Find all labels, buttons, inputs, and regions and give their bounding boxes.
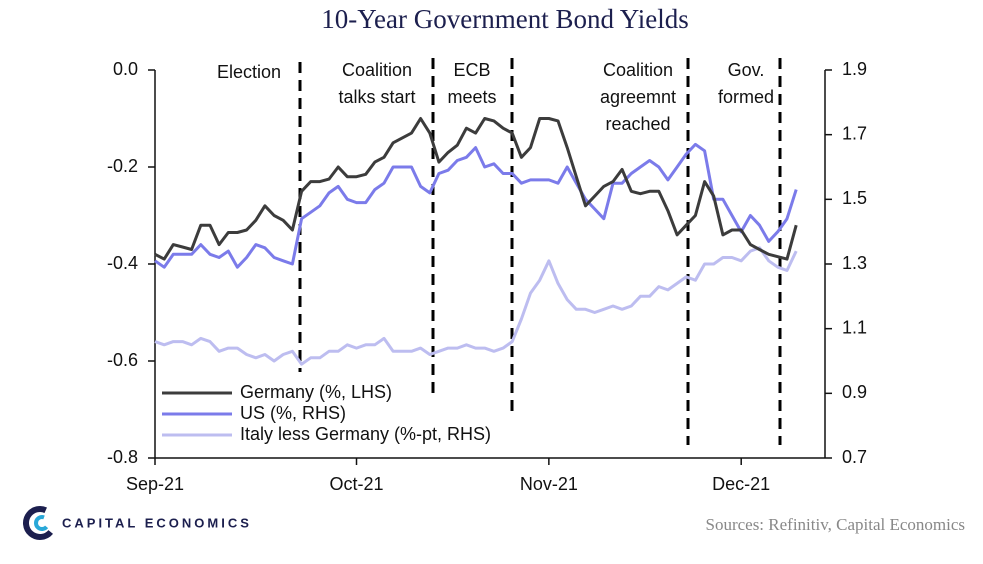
annotation: formed <box>718 87 774 107</box>
x-tick-label: Nov-21 <box>520 474 578 494</box>
y-tick-label: -0.4 <box>107 253 138 273</box>
y2-tick-label: 0.7 <box>842 447 867 467</box>
y2-tick-label: 1.9 <box>842 59 867 79</box>
x-tick-label: Dec-21 <box>712 474 770 494</box>
y-tick-label: 0.0 <box>113 59 138 79</box>
x-tick-label: Sep-21 <box>126 474 184 494</box>
x-tick-label: Oct-21 <box>329 474 383 494</box>
y2-tick-label: 1.1 <box>842 317 867 337</box>
brand: CAPITAL ECONOMICS <box>62 515 252 530</box>
y2-tick-label: 1.5 <box>842 188 867 208</box>
annotation: ECB <box>453 60 490 80</box>
y2-tick-label: 1.3 <box>842 253 867 273</box>
annotation: talks start <box>338 87 415 107</box>
legend-label: US (%, RHS) <box>240 403 346 423</box>
annotation: meets <box>447 87 496 107</box>
annotation: Coalition <box>342 60 412 80</box>
annotation: Gov. <box>728 60 765 80</box>
legend-label: Germany (%, LHS) <box>240 382 392 402</box>
series-line <box>154 142 798 269</box>
annotation: Coalition <box>603 60 673 80</box>
annotation: reached <box>605 114 670 134</box>
logo <box>23 506 57 540</box>
series-line <box>154 117 798 261</box>
y2-tick-label: 0.9 <box>842 382 867 402</box>
series-line <box>154 246 798 366</box>
chart-title: 10-Year Government Bond Yields <box>321 4 688 34</box>
source: Sources: Refinitiv, Capital Economics <box>705 515 965 534</box>
legend-label: Italy less Germany (%-pt, RHS) <box>240 424 491 444</box>
y-tick-label: -0.6 <box>107 350 138 370</box>
annotation: agreemnt <box>600 87 676 107</box>
y-tick-label: -0.2 <box>107 156 138 176</box>
y-tick-label: -0.8 <box>107 447 138 467</box>
annotation: Election <box>217 62 281 82</box>
y2-tick-label: 1.7 <box>842 123 867 143</box>
